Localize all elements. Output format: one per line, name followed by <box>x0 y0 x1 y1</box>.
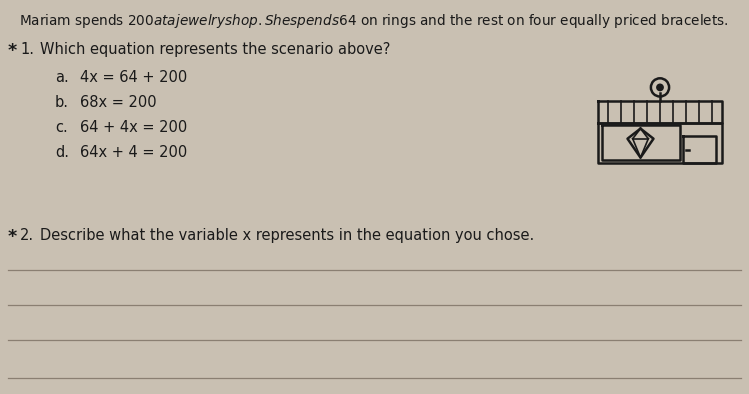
Text: 1.: 1. <box>20 42 34 57</box>
Text: Which equation represents the scenario above?: Which equation represents the scenario a… <box>40 42 390 57</box>
Text: c.: c. <box>55 120 67 135</box>
Text: Mariam spends $200 at a jewelry shop. She spends $64 on rings and the rest on fo: Mariam spends $200 at a jewelry shop. Sh… <box>19 12 729 30</box>
Text: 64x + 4 = 200: 64x + 4 = 200 <box>80 145 187 160</box>
Text: b.: b. <box>55 95 69 110</box>
Text: 4x = 64 + 200: 4x = 64 + 200 <box>80 70 187 85</box>
Text: a.: a. <box>55 70 69 85</box>
Text: d.: d. <box>55 145 69 160</box>
Text: 68x = 200: 68x = 200 <box>80 95 157 110</box>
Text: *: * <box>8 42 17 60</box>
Circle shape <box>657 84 663 91</box>
Text: 2.: 2. <box>20 228 34 243</box>
Text: *: * <box>8 228 17 246</box>
Text: 64 + 4x = 200: 64 + 4x = 200 <box>80 120 187 135</box>
Text: Describe what the variable x represents in the equation you chose.: Describe what the variable x represents … <box>40 228 534 243</box>
